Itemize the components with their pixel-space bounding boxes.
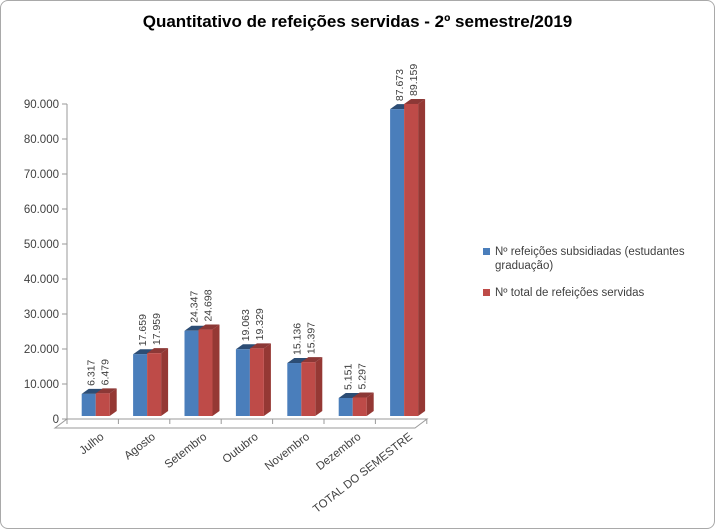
data-label-subsidiadas: 87.673 — [394, 69, 406, 101]
bar-total-Novembro — [301, 362, 316, 416]
red-square-icon — [483, 289, 490, 296]
bar-total-TOTAL DO SEMESTRE — [404, 103, 419, 417]
bar-top2-TOTAL DO SEMESTRE — [404, 98, 426, 104]
bar-side-Setembro — [212, 324, 220, 416]
bar-subsidiadas-Outubro — [235, 349, 250, 416]
legend-label-subsidiadas: Nº refeições subsidiadas (estudantes gra… — [495, 246, 685, 272]
data-label-subsidiadas: 24.347 — [189, 291, 201, 323]
bar-subsidiadas-Dezembro — [338, 397, 353, 416]
bar-subsidiadas-Julho — [81, 393, 96, 416]
data-label-subsidiadas: 17.659 — [137, 314, 149, 346]
bar-side-Julho — [109, 388, 117, 416]
y-tick-label: 0 — [53, 414, 59, 426]
y-tick-label: 40.000 — [24, 274, 59, 286]
data-label-subsidiadas: 15.136 — [291, 323, 303, 355]
legend-label-total: Nº total de refeições servidas — [495, 287, 645, 299]
bar-subsidiadas-Agosto — [133, 354, 148, 416]
legend-item-subsidiadas: Nº refeições subsidiadas (estudantes gra… — [483, 245, 697, 273]
data-label-total: 89.159 — [408, 64, 420, 96]
data-label-total: 5.297 — [357, 363, 369, 389]
data-label-total: 6.479 — [100, 359, 112, 385]
category-label: Agosto — [122, 431, 158, 463]
bar-side-TOTAL DO SEMESTRE — [418, 98, 426, 417]
y-tick-label: 20.000 — [24, 344, 59, 356]
bar-total-Outubro — [249, 348, 264, 416]
y-tick-label: 60.000 — [24, 204, 59, 216]
bar-subsidiadas-Novembro — [287, 363, 302, 416]
legend-item-total: Nº total de refeições servidas — [483, 286, 697, 300]
bar-total-Julho — [95, 393, 110, 416]
chart-title: Quantitativo de refeições servidas - 2º … — [142, 12, 573, 31]
bar-side-Dezembro — [366, 392, 374, 416]
blue-square-icon — [483, 248, 490, 255]
y-tick-label: 80.000 — [24, 134, 59, 146]
bar-total-Agosto — [147, 353, 162, 416]
bar-side-Novembro — [315, 357, 323, 416]
bar-subsidiadas-TOTAL DO SEMESTRE — [390, 109, 405, 416]
y-tick-label: 50.000 — [24, 239, 59, 251]
data-label-subsidiadas: 6.317 — [86, 359, 98, 385]
data-label-total: 19.329 — [254, 308, 266, 340]
y-tick-label: 70.000 — [24, 169, 59, 181]
bar-top2-Agosto — [147, 348, 169, 354]
bar-subsidiadas-Setembro — [184, 330, 199, 416]
bar-side-Agosto — [161, 348, 169, 416]
category-label: TOTAL DO SEMESTRE — [311, 431, 415, 516]
y-tick-label: 30.000 — [24, 309, 59, 321]
data-label-subsidiadas: 19.063 — [240, 309, 252, 341]
bar-top2-Novembro — [301, 357, 323, 363]
category-label: Dezembro — [314, 431, 363, 473]
bar-total-Setembro — [198, 329, 213, 416]
floor-3d — [53, 418, 429, 429]
bar-top2-Outubro — [249, 343, 271, 349]
bar-side-Outubro — [263, 343, 271, 416]
bar-total-Dezembro — [352, 397, 367, 416]
category-label: Novembro — [263, 431, 312, 473]
category-label: Setembro — [163, 431, 210, 471]
data-label-total: 24.698 — [203, 289, 215, 321]
category-label: Outubro — [221, 431, 261, 466]
bar-top2-Julho — [95, 388, 117, 394]
data-label-subsidiadas: 5.151 — [343, 364, 355, 390]
legend: Nº refeições subsidiadas (estudantes gra… — [483, 245, 697, 313]
category-label: Julho — [77, 431, 106, 457]
data-label-total: 17.959 — [151, 313, 163, 345]
bar-top2-Setembro — [198, 324, 220, 330]
data-label-total: 15.397 — [305, 322, 317, 354]
bar-top2-Dezembro — [352, 392, 374, 398]
y-tick-label: 10.000 — [24, 379, 59, 391]
y-tick-label: 90.000 — [24, 99, 59, 111]
